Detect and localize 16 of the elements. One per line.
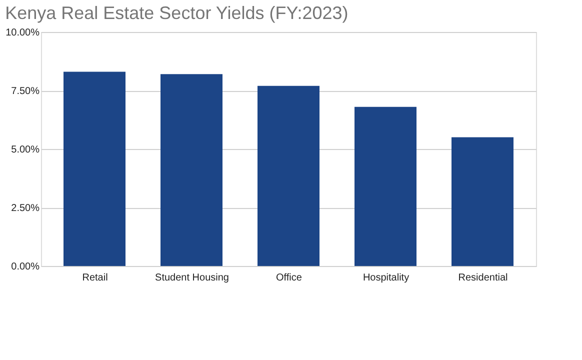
x-tick-label: Office — [276, 272, 302, 284]
y-tick-label: 7.50% — [11, 86, 40, 97]
y-tick-label: 5.00% — [11, 144, 40, 156]
x-tick-label: Residential — [458, 272, 508, 284]
bar — [64, 72, 126, 266]
y-tick-label: 10.00% — [6, 28, 40, 38]
bar — [354, 106, 416, 266]
x-tick-label: Hospitality — [362, 272, 410, 284]
bar — [160, 74, 222, 266]
x-tick-label: Retail — [82, 272, 108, 284]
bar — [258, 86, 320, 266]
y-tick-label: 2.50% — [11, 203, 40, 214]
x-tick-label: Student Housing — [155, 272, 229, 284]
bar — [452, 137, 514, 266]
chart-title: Kenya Real Estate Sector Yields (FY:2023) — [5, 3, 348, 23]
y-tick-label: 0.00% — [11, 262, 40, 272]
